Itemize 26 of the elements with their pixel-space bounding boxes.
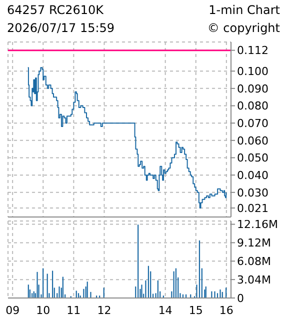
chart-subtitle: 1-min Chart [208,3,280,17]
y-tick-label: 0.112 [237,44,268,58]
text: 2026/07/17 15:59 [7,21,115,35]
y-tick-label: 0 [237,292,244,305]
y-tick-label: 3.04M [237,273,271,286]
x-tick-label: 12 [97,304,112,317]
y-tick-label: 0.050 [237,152,268,165]
y-tick-label: 0.021 [237,202,268,215]
y-tick-label: 0.080 [237,100,268,113]
y-tick-label: 0.070 [237,116,268,130]
text: © copyright [207,21,280,35]
chart-title: 64257 RC2610K [7,3,104,17]
y-tick-label: 9.12M [237,236,271,250]
y-tick-label: 0.040 [237,168,268,182]
y-tick-label: 6.08M [237,255,271,268]
y-tick-label: 0.030 [237,186,268,200]
y-tick-label: 0.060 [237,134,268,148]
x-tick-label: 10 [36,304,50,317]
y-tick-label: 12.16M [237,218,278,232]
x-tick-label: 16 [219,304,234,317]
y-tick-label: 0.090 [237,82,268,96]
y-tick-label: 0.100 [237,65,268,78]
x-tick-label: 15 [188,304,203,317]
x-tick-label: 14 [158,304,172,317]
x-tick-label: 11 [66,304,81,317]
x-tick-label: 09 [6,304,20,317]
